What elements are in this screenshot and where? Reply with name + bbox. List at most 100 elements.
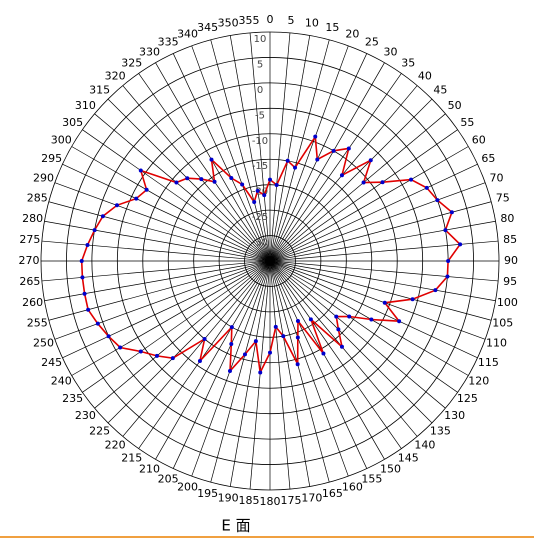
data-point	[334, 314, 339, 319]
angle-label: 180	[260, 495, 281, 508]
r-tick-label: -15	[252, 161, 268, 172]
spoke	[44, 220, 271, 262]
data-point	[285, 158, 290, 163]
data-point	[435, 198, 440, 203]
data-point	[170, 356, 175, 361]
spoke	[41, 260, 271, 282]
data-point	[252, 200, 257, 205]
angle-label: 290	[33, 172, 54, 185]
data-point	[268, 350, 272, 355]
angle-label: 65	[481, 152, 495, 165]
data-point	[240, 182, 245, 187]
angle-label: 310	[75, 99, 96, 112]
spoke	[210, 39, 271, 262]
spoke	[269, 260, 311, 487]
data-point	[446, 259, 451, 263]
angle-label: 260	[22, 296, 43, 309]
data-point	[382, 300, 387, 305]
spoke	[269, 260, 478, 359]
angle-label: 70	[489, 172, 503, 185]
data-point	[313, 134, 318, 139]
angle-label: 275	[19, 233, 40, 246]
data-point	[197, 359, 202, 364]
data-point	[361, 180, 366, 185]
data-point	[185, 176, 190, 181]
angle-label: 20	[345, 28, 359, 41]
data-point	[274, 182, 279, 187]
data-point	[273, 324, 278, 329]
data-point	[295, 362, 300, 367]
angle-label: 175	[281, 494, 302, 507]
data-point	[134, 196, 139, 201]
data-point	[293, 165, 298, 170]
angle-label: 160	[342, 480, 363, 493]
spoke	[62, 163, 271, 262]
spoke	[269, 35, 311, 262]
data-point	[449, 210, 454, 215]
spoke	[94, 260, 271, 409]
data-point	[144, 187, 149, 192]
angle-label: 90	[504, 254, 518, 267]
spoke	[269, 260, 418, 437]
angle-label: 340	[177, 28, 198, 41]
spoke	[54, 182, 271, 262]
angle-label: 325	[121, 57, 142, 70]
spoke	[82, 260, 271, 393]
spoke	[269, 260, 446, 409]
data-point	[138, 168, 143, 173]
data-point	[346, 146, 351, 151]
angle-label: 345	[197, 21, 218, 34]
chart-title: E 面	[221, 517, 250, 535]
data-point	[229, 325, 234, 330]
data-point	[92, 228, 97, 233]
data-point	[380, 180, 385, 185]
data-point	[339, 344, 344, 349]
r-tick-label: 0	[257, 85, 263, 96]
angle-label: 50	[448, 99, 462, 112]
data-point	[86, 307, 91, 312]
spoke	[269, 146, 469, 262]
angle-label: 60	[472, 134, 486, 147]
data-point	[227, 368, 232, 373]
angle-label: 250	[33, 336, 54, 349]
spoke	[172, 260, 271, 469]
spoke	[107, 98, 271, 262]
data-point	[410, 297, 415, 302]
angle-label: 120	[468, 375, 489, 388]
spoke	[269, 45, 349, 262]
spoke	[155, 260, 271, 460]
spoke	[62, 260, 271, 359]
angle-label: 85	[503, 233, 517, 246]
r-tick-label: 5	[257, 59, 263, 70]
spoke	[269, 62, 385, 262]
angle-label: 190	[218, 491, 239, 504]
spoke	[249, 32, 271, 262]
data-point	[95, 321, 100, 326]
data-point	[339, 173, 344, 178]
spoke	[269, 260, 469, 376]
data-point	[118, 345, 123, 350]
data-point	[397, 319, 402, 324]
r-tick-label: -25	[252, 212, 268, 223]
angle-label: 35	[401, 57, 415, 70]
angle-label: 220	[105, 439, 126, 452]
spoke	[82, 129, 271, 262]
data-point	[114, 203, 119, 208]
spoke	[269, 260, 433, 424]
angle-label: 355	[238, 14, 259, 27]
data-point	[281, 334, 286, 339]
angle-label: 25	[365, 36, 379, 49]
spoke	[44, 260, 271, 302]
angle-label: 195	[197, 487, 218, 500]
spoke	[71, 260, 271, 376]
spoke	[269, 240, 499, 262]
angle-label: 335	[158, 36, 179, 49]
data-point	[212, 179, 217, 184]
spoke	[210, 260, 271, 483]
data-point	[82, 291, 87, 296]
spoke	[229, 35, 271, 262]
spoke	[269, 39, 330, 262]
angle-label: 75	[496, 192, 510, 205]
angle-label: 320	[105, 69, 126, 82]
